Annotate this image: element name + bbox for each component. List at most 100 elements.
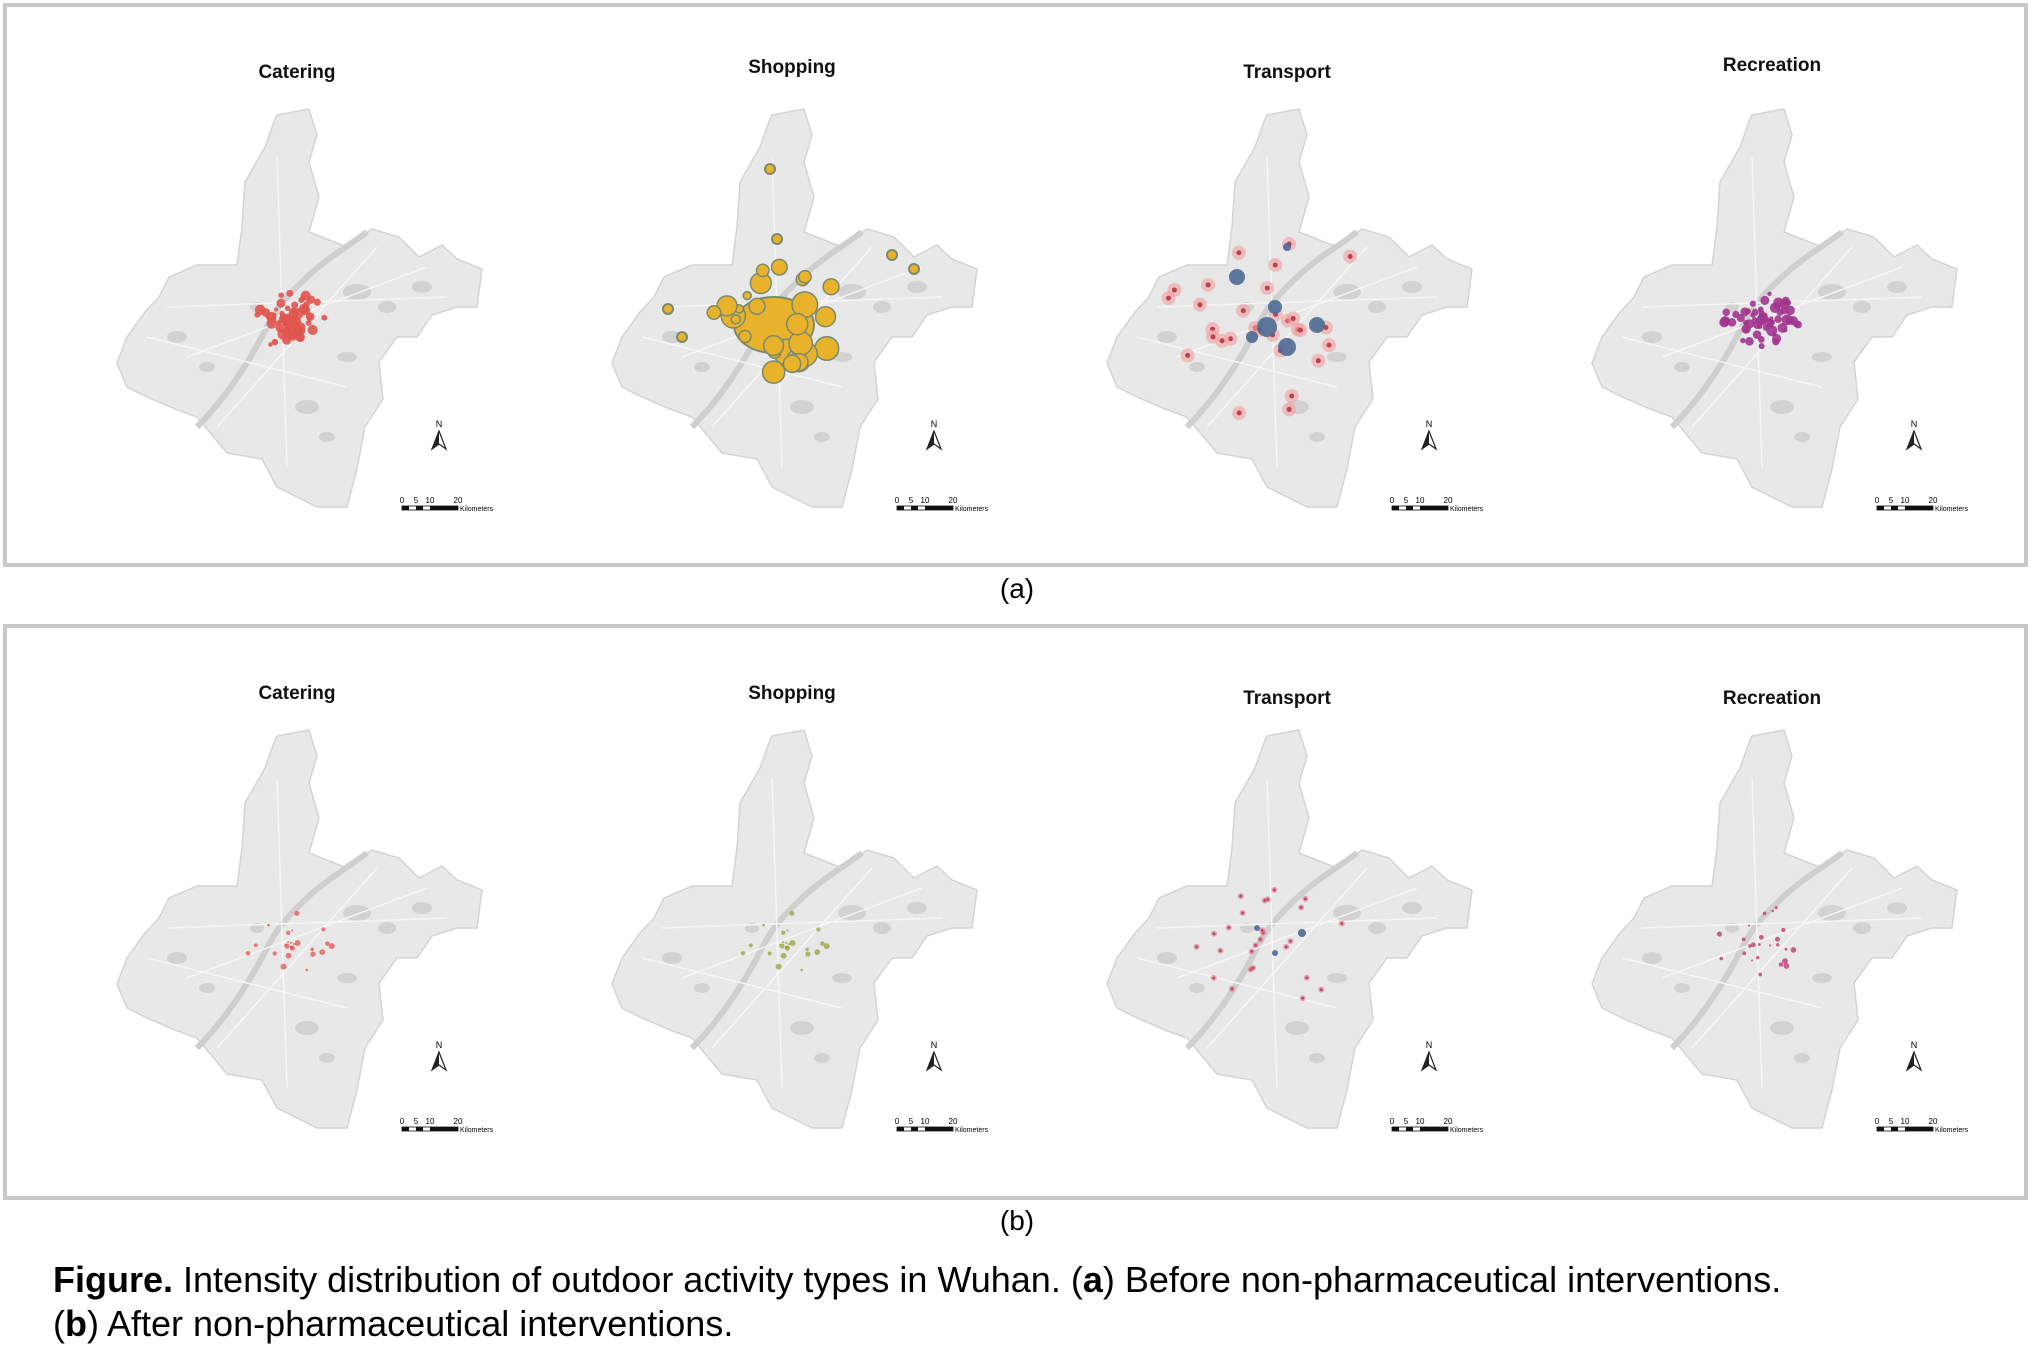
activity-point xyxy=(820,941,825,946)
district-map xyxy=(611,108,978,508)
activity-point xyxy=(1760,295,1770,305)
activity-point xyxy=(319,949,326,955)
lake xyxy=(662,952,682,964)
activity-point xyxy=(1762,324,1770,331)
activity-point xyxy=(762,334,785,357)
activity-point xyxy=(1241,911,1244,915)
activity-point xyxy=(676,331,688,343)
caption-a-text: ) Before non-pharmaceutical intervention… xyxy=(1102,1259,1782,1300)
road xyxy=(166,917,448,929)
activity-point xyxy=(1185,352,1191,358)
activity-point xyxy=(292,316,302,326)
activity-point xyxy=(1227,926,1231,929)
activity-point xyxy=(748,297,766,315)
figure-caption: Figure. Intensity distribution of outdoo… xyxy=(53,1258,2013,1346)
lake xyxy=(167,331,187,343)
road xyxy=(661,917,943,929)
activity-point xyxy=(1289,939,1292,943)
scale-tick-label: 0 xyxy=(400,1117,405,1126)
activity-point xyxy=(1751,308,1759,316)
activity-point xyxy=(1272,262,1278,268)
north-label: N xyxy=(1426,1040,1433,1050)
activity-point xyxy=(1774,906,1778,910)
activity-point xyxy=(1315,358,1321,364)
activity-point xyxy=(1794,320,1802,329)
activity-point xyxy=(814,335,840,362)
activity-point xyxy=(740,950,746,956)
activity-point xyxy=(254,304,266,316)
activity-point xyxy=(278,292,285,299)
activity-point xyxy=(1752,330,1762,339)
scale-unit-label: Kilometers xyxy=(460,506,494,513)
scale-unit-label: Kilometers xyxy=(1935,1127,1969,1134)
activity-point xyxy=(822,278,840,296)
scale-tick-label: 10 xyxy=(1416,1117,1425,1126)
activity-point xyxy=(1743,328,1748,333)
road xyxy=(711,867,873,1049)
lake xyxy=(1368,922,1386,934)
activity-point xyxy=(294,940,301,947)
activity-point xyxy=(785,312,809,336)
road xyxy=(1621,957,1823,1009)
road xyxy=(146,957,348,1009)
activity-point xyxy=(1260,928,1264,932)
activity-point xyxy=(291,929,294,932)
caption-lead: Figure. xyxy=(53,1259,174,1300)
activity-point xyxy=(908,263,920,275)
activity-point xyxy=(1299,906,1303,909)
activity-point xyxy=(662,303,674,315)
lake xyxy=(1794,1053,1810,1063)
activity-point xyxy=(767,951,772,956)
activity-point xyxy=(1722,308,1731,316)
north-label: N xyxy=(436,419,443,429)
activity-point xyxy=(1776,943,1780,947)
road xyxy=(1136,336,1338,388)
scale-tick-label: 0 xyxy=(400,496,405,505)
activity-point xyxy=(1219,338,1225,344)
activity-point xyxy=(1750,942,1756,948)
yangtze-river xyxy=(689,850,864,1051)
activity-point xyxy=(300,304,311,316)
activity-point xyxy=(805,947,809,952)
activity-point xyxy=(770,258,788,276)
activity-point xyxy=(274,307,279,312)
activity-point xyxy=(328,943,335,950)
lake xyxy=(1887,902,1907,914)
scale-unit-label: Kilometers xyxy=(955,1127,989,1134)
activity-point xyxy=(1236,410,1242,416)
activity-point xyxy=(1228,336,1234,342)
map-shopping: Shopping N 0 5 10 20 Kilometers xyxy=(542,7,1042,563)
lake xyxy=(1189,983,1205,993)
activity-point xyxy=(266,318,277,329)
activity-point xyxy=(279,310,285,316)
activity-point xyxy=(1301,996,1304,1000)
road xyxy=(1156,917,1438,929)
panel-label-a: (a) xyxy=(999,573,1035,604)
activity-point xyxy=(1740,337,1746,344)
activity-point xyxy=(1326,342,1332,348)
lake xyxy=(1368,301,1386,313)
panel-before: Catering N 0 5 10 20 Kilometers Shopping N 0 5 10 20… xyxy=(3,3,2028,567)
activity-point xyxy=(1219,949,1222,952)
scale-tick-label: 5 xyxy=(414,1117,419,1126)
lake xyxy=(1674,983,1690,993)
activity-point xyxy=(779,943,785,949)
activity-point xyxy=(267,923,270,927)
activity-point xyxy=(1773,297,1784,308)
activity-point xyxy=(313,298,321,306)
north-arrow-icon: N xyxy=(1905,1040,1923,1072)
activity-point xyxy=(814,949,821,955)
north-label: N xyxy=(1911,419,1918,429)
caption-text: Intensity distribution of outdoor activi… xyxy=(173,1259,1083,1300)
activity-point xyxy=(1264,285,1270,291)
wuhan-boundary xyxy=(1591,729,1958,1129)
lake xyxy=(1853,922,1871,934)
activity-point xyxy=(789,910,795,916)
activity-point xyxy=(1759,935,1764,940)
road xyxy=(681,887,923,979)
activity-point xyxy=(1297,327,1303,333)
